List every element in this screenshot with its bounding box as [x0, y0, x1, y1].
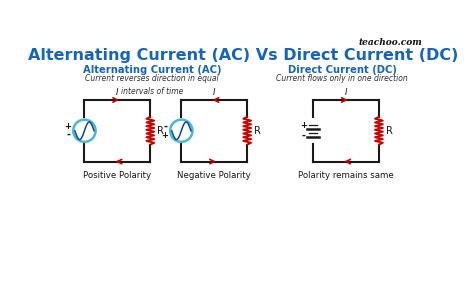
Text: -: -: [67, 130, 71, 140]
Text: Polarity remains same: Polarity remains same: [298, 171, 394, 180]
Text: I: I: [345, 88, 347, 97]
Text: +: +: [161, 131, 168, 140]
Text: Current flows only in one direction: Current flows only in one direction: [276, 74, 408, 83]
Text: Alternating Current (AC) Vs Direct Current (DC): Alternating Current (AC) Vs Direct Curre…: [28, 48, 458, 63]
Text: -: -: [164, 121, 168, 131]
Text: -: -: [302, 131, 306, 141]
Text: teachoo.com: teachoo.com: [358, 38, 422, 47]
Text: R: R: [254, 126, 261, 136]
Text: +: +: [64, 122, 71, 131]
Text: I: I: [116, 88, 118, 97]
Text: Negative Polarity: Negative Polarity: [177, 171, 251, 180]
Text: Direct Current (DC): Direct Current (DC): [288, 65, 397, 75]
Text: I: I: [213, 88, 216, 97]
Text: Alternating Current (AC): Alternating Current (AC): [83, 65, 221, 75]
Text: Current reverses direction in equal
intervals of time: Current reverses direction in equal inte…: [85, 74, 219, 96]
Text: R: R: [386, 126, 393, 136]
Text: +: +: [300, 121, 307, 130]
Text: Positive Polarity: Positive Polarity: [83, 171, 151, 180]
Text: R: R: [157, 126, 164, 136]
